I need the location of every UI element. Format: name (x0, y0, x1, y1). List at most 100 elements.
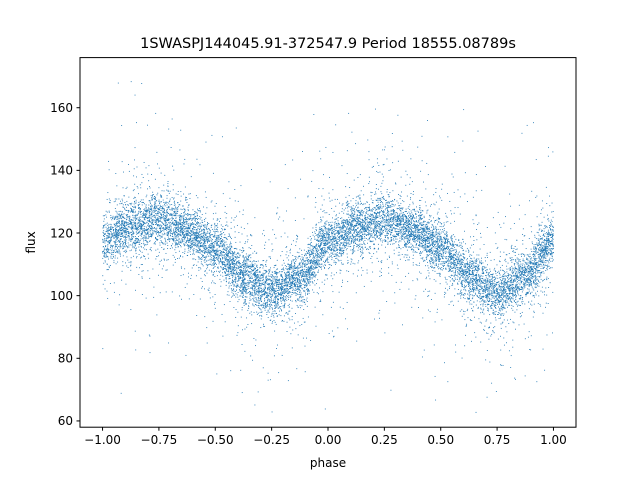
data-point (185, 223, 187, 225)
data-point (175, 247, 177, 249)
data-point (258, 280, 260, 282)
data-point (340, 250, 342, 252)
data-point (442, 244, 443, 246)
data-point (476, 265, 478, 267)
data-point (113, 260, 115, 262)
data-point (381, 241, 383, 243)
data-point (361, 254, 363, 256)
data-point (429, 249, 431, 251)
data-point (137, 233, 138, 235)
data-point (321, 229, 323, 231)
data-point (486, 269, 488, 271)
data-point (234, 273, 236, 275)
data-point (452, 176, 454, 178)
data-point (463, 280, 465, 282)
data-point (233, 281, 235, 283)
data-point (141, 83, 143, 84)
data-point (322, 255, 324, 257)
data-point (330, 225, 332, 227)
data-point (552, 248, 554, 250)
data-point (456, 264, 458, 266)
data-point (476, 258, 478, 260)
data-point (265, 241, 267, 243)
data-point (206, 224, 208, 226)
data-point (263, 323, 264, 325)
data-point (233, 269, 235, 271)
data-point (376, 224, 378, 226)
data-point (308, 267, 310, 269)
data-point (484, 283, 486, 285)
data-point (200, 233, 201, 235)
data-point (312, 266, 314, 268)
data-point (236, 267, 238, 269)
data-point (183, 233, 185, 235)
data-point (516, 263, 518, 265)
data-point (371, 235, 373, 237)
data-point (528, 277, 530, 278)
data-point (130, 240, 132, 242)
data-point (433, 227, 435, 229)
data-point (245, 299, 247, 301)
data-point (360, 246, 362, 248)
data-point (125, 222, 127, 224)
data-point (138, 236, 139, 237)
data-point (117, 218, 119, 220)
data-point (415, 212, 417, 214)
data-point (424, 230, 426, 232)
data-point (333, 256, 335, 257)
data-point (406, 256, 408, 258)
data-point (453, 259, 455, 261)
data-point (470, 278, 472, 280)
data-point (411, 222, 413, 224)
data-point (438, 240, 440, 242)
data-point (183, 243, 185, 245)
data-point (127, 204, 129, 206)
data-point (435, 201, 437, 203)
data-point (180, 195, 182, 197)
data-point (197, 236, 199, 238)
data-point (297, 321, 299, 323)
data-point (314, 280, 315, 282)
data-point (486, 254, 488, 256)
data-point (451, 278, 453, 280)
data-point (202, 236, 204, 238)
data-point (153, 208, 155, 210)
data-point (456, 259, 458, 261)
data-point (511, 286, 513, 288)
data-point (252, 252, 254, 254)
data-point (120, 224, 121, 226)
data-point (537, 244, 539, 246)
data-point (106, 216, 108, 218)
data-point (450, 210, 452, 212)
data-point (209, 241, 211, 242)
data-point (298, 298, 300, 300)
data-point (471, 260, 473, 262)
data-point (548, 262, 550, 264)
data-point (145, 297, 147, 299)
data-point (459, 213, 461, 215)
data-point (265, 301, 267, 303)
data-point (289, 250, 291, 252)
data-point (548, 244, 549, 246)
data-point (178, 240, 180, 242)
data-point (297, 293, 299, 295)
data-point (211, 282, 213, 284)
data-point (340, 227, 342, 229)
data-point (193, 252, 194, 254)
data-point (357, 221, 359, 223)
data-point (340, 248, 341, 250)
data-point (487, 279, 489, 281)
data-point (459, 261, 460, 263)
data-point (266, 271, 268, 273)
data-point (299, 279, 300, 280)
data-point (408, 272, 410, 274)
data-point (116, 204, 118, 206)
data-point (437, 223, 438, 225)
data-point (207, 259, 209, 261)
data-point (423, 235, 425, 237)
data-point (311, 267, 313, 269)
data-point (441, 261, 443, 263)
data-point (411, 218, 412, 220)
data-point (168, 128, 170, 130)
data-point (311, 262, 313, 264)
